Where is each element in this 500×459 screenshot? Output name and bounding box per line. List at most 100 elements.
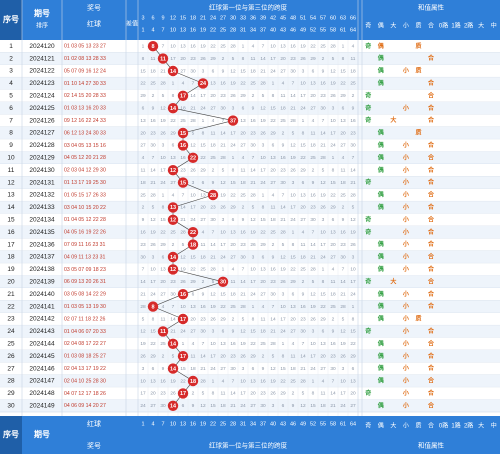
- span-cell-count: 15: [220, 291, 226, 297]
- span-cell-count: 13: [180, 43, 186, 49]
- span-cell-count: 14: [300, 353, 306, 359]
- row-period: 2024122: [29, 68, 55, 75]
- table-row: [0, 300, 500, 313]
- span-cell-count: 23: [340, 242, 346, 248]
- span-cell-count: 29: [310, 56, 316, 62]
- span-cell-count: 5: [212, 279, 215, 285]
- span-cell-count: 21: [260, 68, 266, 74]
- span-cell-count: 3: [272, 403, 275, 409]
- span-cell-count: 15: [270, 105, 276, 111]
- span-cell-count: 27: [290, 329, 296, 335]
- span-cell-count: 5: [312, 279, 315, 285]
- trend-ball: [187, 227, 199, 238]
- span-cell-count: 7: [302, 341, 305, 347]
- span-cell-count: 20: [320, 353, 326, 359]
- span-cell-count: 4: [352, 43, 355, 49]
- span-cell-count: 30: [210, 217, 216, 223]
- trend-ball-label: 14: [170, 255, 177, 261]
- trend-ball-label: 14: [170, 69, 177, 75]
- table-row: [0, 312, 500, 326]
- span-cell-count: 16: [350, 118, 356, 124]
- row-seq: 6: [9, 105, 13, 112]
- attr-mark: 小: [402, 253, 409, 261]
- attr-mark: 小: [402, 203, 409, 211]
- table-row: [0, 201, 500, 214]
- span-cell-count: 22: [210, 43, 216, 49]
- row-seq: 4: [9, 80, 13, 87]
- span-cell-count: 20: [340, 130, 346, 136]
- header-span-tick-2: 16: [190, 27, 196, 33]
- span-cell-count: 28: [200, 378, 206, 384]
- row-period: 2024140: [29, 291, 55, 298]
- span-cell-count: 6: [202, 180, 205, 186]
- row-seq: 5: [9, 93, 13, 100]
- header-draw-label: 奖号: [87, 3, 101, 12]
- span-cell-count: 4: [272, 192, 275, 198]
- row-period: 2024148: [29, 390, 55, 397]
- span-cell-count: 21: [300, 366, 306, 372]
- footer-draw-label: 奖号: [87, 441, 101, 450]
- span-cell-count: 14: [270, 316, 276, 322]
- span-cell-count: 11: [291, 353, 296, 359]
- row-period: 2024144: [29, 341, 55, 348]
- span-cell-count: 27: [160, 291, 166, 297]
- span-cell-count: 13: [270, 155, 276, 161]
- footer-span-tick: 64: [350, 421, 356, 427]
- span-cell-count: 4: [202, 229, 205, 235]
- table-row: [0, 288, 500, 301]
- span-cell-count: 13: [150, 378, 156, 384]
- span-cell-count: 16: [320, 81, 326, 87]
- row-seq: 2: [9, 55, 13, 62]
- span-cell-count: 9: [202, 291, 205, 297]
- span-cell-count: 8: [272, 93, 275, 99]
- span-cell-count: 7: [202, 341, 205, 347]
- span-cell-count: 30: [320, 105, 326, 111]
- span-cell-count: 10: [260, 155, 266, 161]
- span-cell-count: 3: [302, 68, 305, 74]
- span-cell-count: 2: [232, 316, 235, 322]
- span-cell-count: 11: [231, 279, 236, 285]
- span-cell-count: 26: [200, 56, 206, 62]
- span-cell-count: 19: [180, 267, 186, 273]
- span-cell-count: 28: [180, 229, 186, 235]
- header-span-tick-2: 46: [290, 27, 296, 33]
- span-cell-count: 20: [150, 391, 156, 397]
- span-cell-count: 11: [191, 353, 196, 359]
- table-row: [0, 139, 500, 152]
- span-cell-count: 13: [140, 118, 146, 124]
- span-cell-count: 9: [142, 217, 145, 223]
- trend-ball: [157, 53, 169, 64]
- table-row: [0, 114, 500, 127]
- span-cell-count: 11: [321, 391, 326, 397]
- span-cell-count: 15: [350, 329, 356, 335]
- span-cell-count: 20: [230, 242, 236, 248]
- span-cell-count: 9: [322, 68, 325, 74]
- span-cell-count: 22: [290, 267, 296, 273]
- attr-mark: 偶: [378, 315, 384, 323]
- span-cell-count: 3: [322, 217, 325, 223]
- span-cell-count: 8: [232, 167, 235, 173]
- span-cell-count: 17: [140, 391, 146, 397]
- span-cell-count: 10: [270, 43, 276, 49]
- table-row: [0, 77, 500, 90]
- span-cell-count: 2: [262, 353, 265, 359]
- span-cell-count: 9: [302, 291, 305, 297]
- span-cell-count: 3: [282, 291, 285, 297]
- span-cell-count: 21: [200, 366, 206, 372]
- span-cell-count: 19: [160, 118, 166, 124]
- span-cell-count: 25: [300, 267, 306, 273]
- span-cell-count: 2: [322, 56, 325, 62]
- span-cell-count: 25: [280, 118, 286, 124]
- span-cell-count: 26: [330, 93, 336, 99]
- span-cell-count: 17: [200, 93, 206, 99]
- attr-mark: 质: [415, 315, 421, 323]
- span-cell-count: 8: [352, 316, 355, 322]
- footer-attr-col: 小: [403, 422, 409, 430]
- span-cell-count: 29: [330, 205, 336, 211]
- span-cell-count: 7: [322, 118, 325, 124]
- footer-attr-col: 0路: [439, 422, 448, 430]
- span-cell-count: 29: [160, 242, 166, 248]
- attr-mark: 奇: [365, 389, 371, 397]
- header-span-tick: 36: [250, 15, 256, 21]
- span-cell-count: 1: [342, 43, 345, 49]
